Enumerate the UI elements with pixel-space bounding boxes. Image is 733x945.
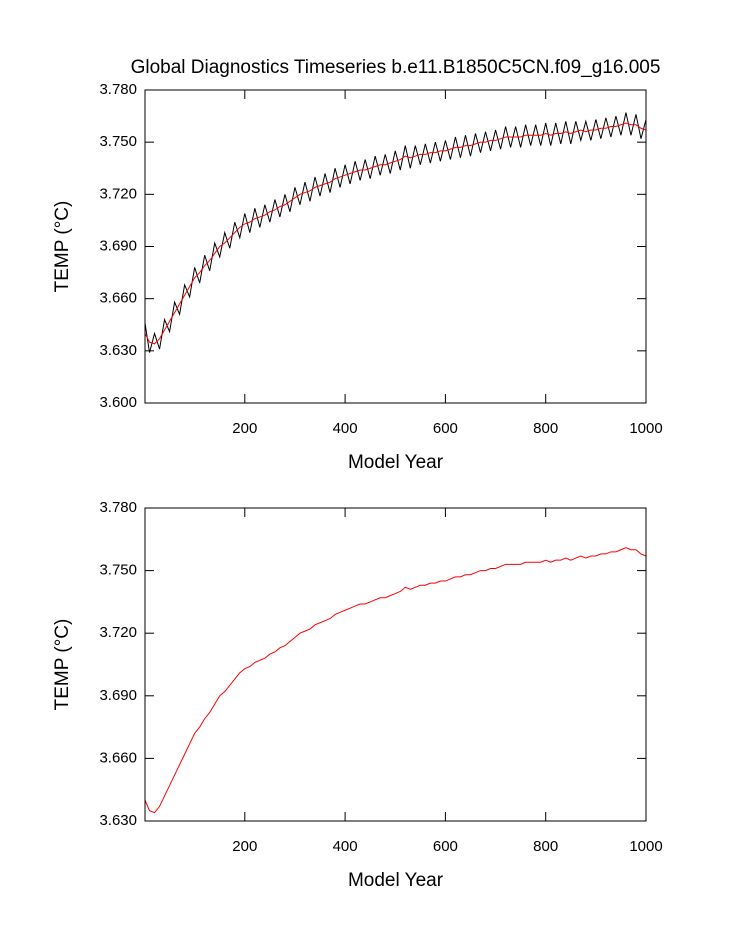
plot-frame — [144, 507, 647, 822]
y-tick-label: 3.600 — [99, 394, 137, 411]
y-tick-label: 3.660 — [99, 290, 137, 307]
y-axis-label: TEMP (°C) — [52, 201, 73, 293]
y-tick-label: 3.720 — [99, 185, 137, 202]
y-tick-label: 3.750 — [99, 133, 137, 150]
y-tick-label: 3.690 — [99, 687, 137, 704]
y-tick-label: 3.780 — [99, 499, 137, 516]
y-tick-label: 3.660 — [99, 749, 137, 766]
x-tick-label: 800 — [533, 420, 558, 437]
x-tick-label: 800 — [533, 838, 558, 855]
x-tick-label: 200 — [232, 838, 257, 855]
x-tick-label: 1000 — [629, 420, 662, 437]
data-line — [144, 112, 647, 353]
x-tick-label: 600 — [433, 838, 458, 855]
data-line — [144, 547, 647, 814]
y-tick-label: 3.720 — [99, 624, 137, 641]
y-tick-label: 3.630 — [99, 812, 137, 829]
y-tick-label: 3.690 — [99, 237, 137, 254]
x-tick-label: 600 — [433, 420, 458, 437]
y-tick-label: 3.630 — [99, 342, 137, 359]
y-tick-label: 3.750 — [99, 562, 137, 579]
x-tick-label: 400 — [333, 838, 358, 855]
y-axis-label: TEMP (°C) — [52, 619, 73, 711]
x-axis-label: Model Year — [348, 870, 444, 891]
y-tick-label: 3.780 — [99, 81, 137, 98]
x-tick-label: 400 — [333, 420, 358, 437]
chart-title: Global Diagnostics Timeseries b.e11.B185… — [131, 57, 661, 78]
x-axis-label: Model Year — [348, 452, 444, 473]
x-tick-label: 200 — [232, 420, 257, 437]
data-line — [144, 122, 647, 345]
x-tick-label: 1000 — [629, 838, 662, 855]
